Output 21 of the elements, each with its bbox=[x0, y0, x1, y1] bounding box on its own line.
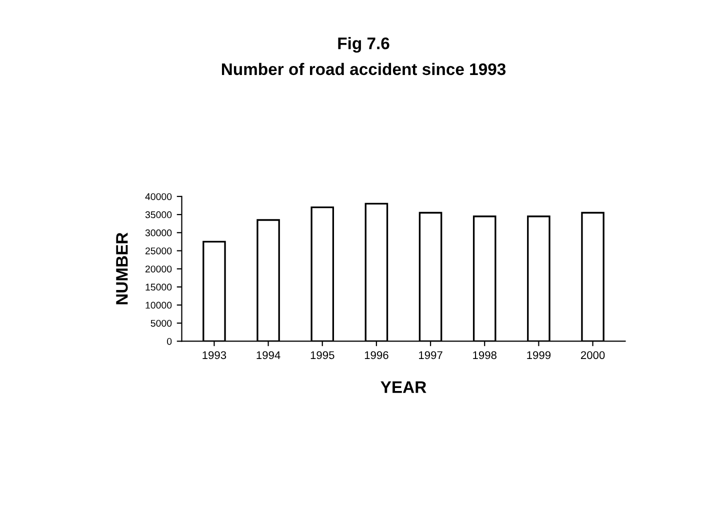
y-tick-label: 20000 bbox=[145, 266, 172, 272]
x-tick-label: 1999 bbox=[527, 351, 551, 360]
x-tick-label: 1997 bbox=[419, 351, 442, 360]
y-tick-label: 0 bbox=[167, 338, 172, 345]
x-axis-title: YEAR bbox=[380, 381, 426, 393]
x-tick-label: 1994 bbox=[256, 351, 280, 360]
y-tick-label: 25000 bbox=[145, 247, 172, 254]
y-tick-label: 10000 bbox=[146, 302, 172, 309]
y-tick-label: 40000 bbox=[145, 193, 172, 200]
y-tick-label: 5000 bbox=[150, 320, 172, 327]
x-tick-label: 1995 bbox=[310, 351, 334, 360]
chart-title: Fig 7.6 bbox=[338, 37, 390, 53]
y-tick-label: 30000 bbox=[145, 229, 172, 236]
x-tick-label: 2000 bbox=[580, 351, 605, 360]
y-tick-label: 35000 bbox=[145, 211, 172, 218]
x-tick-label: 1993 bbox=[202, 351, 226, 360]
y-tick-label: 15000 bbox=[146, 284, 172, 291]
y-axis-title: NUMBER bbox=[116, 232, 128, 304]
x-tick-label: 1996 bbox=[364, 351, 388, 360]
x-tick-label: 1998 bbox=[473, 351, 496, 360]
chart-subtitle: Number of road accident since 1993 bbox=[222, 62, 506, 76]
